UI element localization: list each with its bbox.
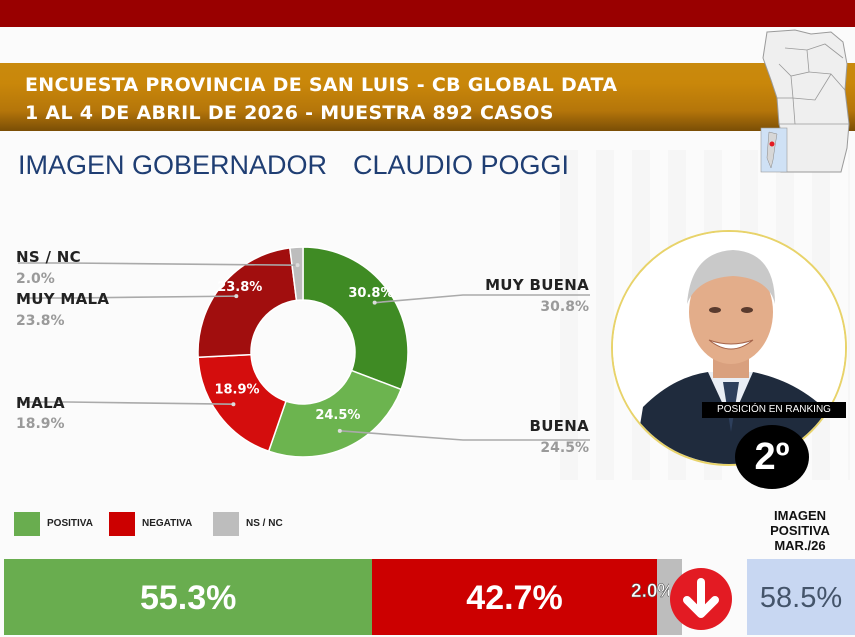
title-banner: ENCUESTA PROVINCIA DE SAN LUIS - CB GLOB… [0, 63, 855, 131]
arrow-down-icon [670, 568, 732, 630]
label-mala: MALA [16, 394, 65, 412]
ranking-position-badge: 2º [735, 425, 809, 489]
portrait-image [613, 232, 845, 464]
leader-dot [372, 300, 377, 305]
san-luis-map-icon [760, 29, 850, 173]
value-ns-nc: 2.0% [16, 271, 55, 287]
value-muy-mala: 23.8% [16, 313, 65, 329]
image-donut-chart: 30.8% 24.5% 18.9% 23.8% [18, 246, 590, 458]
value-buena: 24.5% [540, 440, 589, 456]
leader-dot [295, 263, 300, 268]
ns-nc-total-label: 2.0% [631, 581, 669, 602]
leader-line [18, 401, 234, 406]
leader-line [18, 295, 237, 299]
label-muy-mala: MUY MALA [16, 290, 110, 308]
leader-dot [234, 294, 239, 299]
governor-name: CLAUDIO POGGI [353, 150, 570, 180]
slice-value-label: 30.8% [348, 286, 393, 301]
leader-line [374, 294, 590, 304]
value-mala: 18.9% [16, 416, 65, 432]
ranking-label: POSICIÓN EN RANKING [702, 402, 846, 418]
legend-label-negativa: NEGATIVA [142, 518, 193, 529]
negative-total-bar: 42.7% [372, 559, 657, 635]
leader-dot [337, 428, 342, 433]
value-muy-buena: 30.8% [540, 299, 589, 315]
slice-value-label: 18.9% [214, 383, 259, 398]
label-ns-nc: NS / NC [16, 248, 81, 266]
label-muy-buena: MUY BUENA [485, 276, 589, 294]
legend-label-ns-nc: NS / NC [246, 518, 283, 529]
donut-slice-muy-mala [197, 246, 298, 359]
previous-image-title: IMAGEN POSITIVA MAR./26 [770, 508, 830, 553]
leader-dot [231, 402, 236, 407]
donut-slice-buena [267, 369, 403, 458]
donut-slice-muy-buena [302, 246, 409, 391]
positive-total-bar: 55.3% [4, 559, 373, 635]
top-bar [0, 0, 855, 27]
survey-title: ENCUESTA PROVINCIA DE SAN LUIS - CB GLOB… [25, 74, 618, 96]
survey-subtitle: 1 AL 4 DE ABRIL DE 2026 - MUESTRA 892 CA… [25, 102, 554, 124]
legend-swatch-positiva [14, 512, 40, 536]
legend-swatch-negativa [109, 512, 135, 536]
slice-value-label: 23.8% [217, 280, 262, 295]
label-buena: BUENA [529, 417, 589, 435]
legend-swatch-ns-nc [213, 512, 239, 536]
donut-slice-ns-nc [289, 246, 304, 302]
legend-label-positiva: POSITIVA [47, 518, 93, 529]
leader-line [339, 430, 590, 441]
chart-heading: IMAGEN GOBERNADOR [18, 150, 328, 180]
slice-value-label: 24.5% [315, 408, 360, 423]
leader-line [18, 262, 298, 266]
governor-photo [611, 230, 847, 466]
previous-positive-value: 58.5% [747, 559, 855, 635]
donut-slice-mala [197, 353, 287, 453]
